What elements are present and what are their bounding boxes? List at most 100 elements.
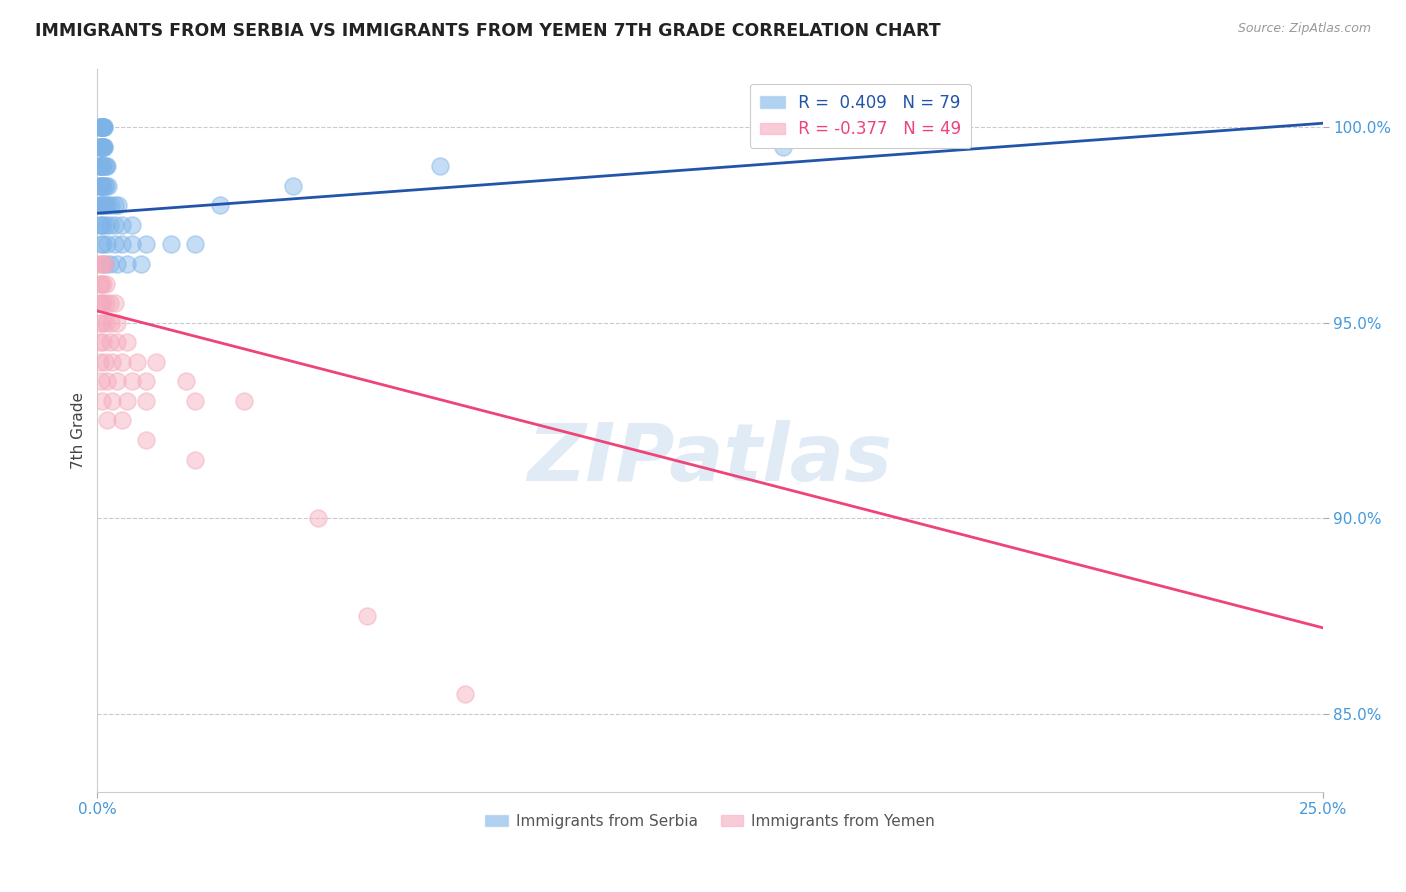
Point xyxy=(91,218,114,232)
Point xyxy=(89,198,111,212)
Point xyxy=(93,355,115,369)
Point xyxy=(135,433,157,447)
Point xyxy=(356,609,378,624)
Point xyxy=(89,120,111,135)
Point xyxy=(90,159,112,173)
Point xyxy=(91,159,114,173)
Point xyxy=(90,375,112,389)
Point xyxy=(91,139,114,153)
Point xyxy=(91,335,114,350)
Point xyxy=(93,120,115,135)
Point xyxy=(89,178,111,193)
Point xyxy=(135,375,157,389)
Text: IMMIGRANTS FROM SERBIA VS IMMIGRANTS FROM YEMEN 7TH GRADE CORRELATION CHART: IMMIGRANTS FROM SERBIA VS IMMIGRANTS FRO… xyxy=(35,22,941,40)
Point xyxy=(97,198,120,212)
Point xyxy=(90,178,112,193)
Point xyxy=(174,375,197,389)
Point xyxy=(90,139,112,153)
Point xyxy=(89,335,111,350)
Point xyxy=(105,335,128,350)
Point xyxy=(90,218,112,232)
Point xyxy=(91,296,114,310)
Point xyxy=(93,257,115,271)
Point xyxy=(135,393,157,408)
Point xyxy=(90,178,112,193)
Point xyxy=(105,375,128,389)
Point xyxy=(96,413,118,427)
Y-axis label: 7th Grade: 7th Grade xyxy=(72,392,86,468)
Point xyxy=(103,198,125,212)
Point xyxy=(96,159,118,173)
Point xyxy=(454,687,477,701)
Legend: Immigrants from Serbia, Immigrants from Yemen: Immigrants from Serbia, Immigrants from … xyxy=(479,808,941,835)
Point xyxy=(125,355,148,369)
Point xyxy=(91,393,114,408)
Point xyxy=(121,218,143,232)
Point xyxy=(90,159,112,173)
Point xyxy=(91,178,114,193)
Point xyxy=(111,237,134,252)
Point xyxy=(111,413,134,427)
Point xyxy=(93,139,115,153)
Point xyxy=(98,257,121,271)
Point xyxy=(283,178,305,193)
Point xyxy=(91,237,114,252)
Point xyxy=(96,316,118,330)
Point xyxy=(90,178,112,193)
Text: ZIPatlas: ZIPatlas xyxy=(527,420,893,498)
Point xyxy=(233,393,256,408)
Point xyxy=(105,316,128,330)
Point xyxy=(89,355,111,369)
Point xyxy=(103,218,125,232)
Point xyxy=(89,159,111,173)
Point xyxy=(100,316,122,330)
Point xyxy=(772,139,794,153)
Point xyxy=(184,452,207,467)
Point xyxy=(96,198,118,212)
Point xyxy=(131,257,153,271)
Point xyxy=(96,375,118,389)
Point xyxy=(98,335,121,350)
Point xyxy=(115,335,138,350)
Point xyxy=(93,178,115,193)
Point xyxy=(89,277,111,291)
Point xyxy=(101,393,124,408)
Point xyxy=(90,296,112,310)
Point xyxy=(98,296,121,310)
Point xyxy=(89,296,111,310)
Point xyxy=(89,178,111,193)
Point xyxy=(870,128,893,142)
Point xyxy=(90,257,112,271)
Point xyxy=(91,120,114,135)
Point xyxy=(208,198,231,212)
Point xyxy=(89,316,111,330)
Point xyxy=(100,198,122,212)
Point xyxy=(160,237,183,252)
Point xyxy=(90,237,112,252)
Point xyxy=(93,159,115,173)
Point xyxy=(89,218,111,232)
Point xyxy=(89,257,111,271)
Point xyxy=(103,296,125,310)
Point xyxy=(91,257,114,271)
Point xyxy=(93,257,115,271)
Point xyxy=(96,218,118,232)
Point xyxy=(98,218,121,232)
Point xyxy=(91,120,114,135)
Point xyxy=(184,393,207,408)
Point xyxy=(145,355,167,369)
Point xyxy=(429,159,451,173)
Point xyxy=(93,198,115,212)
Point xyxy=(96,178,118,193)
Point xyxy=(111,355,134,369)
Point xyxy=(91,277,114,291)
Point xyxy=(93,120,115,135)
Point xyxy=(121,375,143,389)
Point xyxy=(90,139,112,153)
Point xyxy=(135,237,157,252)
Point xyxy=(111,218,134,232)
Point xyxy=(105,257,128,271)
Point xyxy=(91,139,114,153)
Point xyxy=(121,237,143,252)
Point xyxy=(115,257,138,271)
